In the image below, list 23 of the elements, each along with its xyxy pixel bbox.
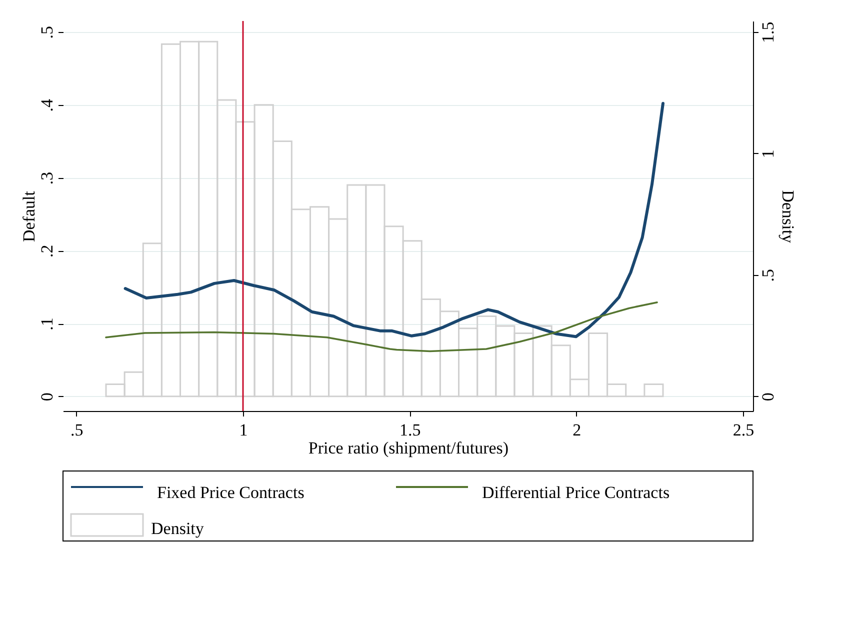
x-tick-label: 1.5 [400,420,421,440]
x-tick-label: 1 [239,420,248,440]
y2-axis-title: Density [778,190,798,244]
legend-label: Differential Price Contracts [482,483,670,502]
y-tick-label: .2 [38,244,56,258]
y-tick-label: 0 [38,392,56,402]
line-series [105,301,658,352]
y-tick-label: .5 [38,26,56,39]
x-tick-label: 2 [572,420,582,440]
x-tick-label: 2.5 [732,420,754,440]
y-tick-label: .4 [38,98,56,112]
y2-tick-label: .5 [758,269,778,282]
line-series [124,102,664,338]
legend-label: Density [151,519,204,538]
y-tick-label: .1 [38,318,56,330]
x-axis-title: Price ratio (shipment/futures) [308,438,509,458]
y-tick-label: .3 [38,172,56,185]
y2-tick-label: 0 [758,392,778,402]
x-tick-label: .5 [70,420,84,440]
y-axis-title: Default [20,190,38,242]
y2-tick-label: 1 [758,150,778,158]
y2-tick-label: 1.5 [758,22,778,44]
legend-label: Fixed Price Contracts [157,483,304,502]
